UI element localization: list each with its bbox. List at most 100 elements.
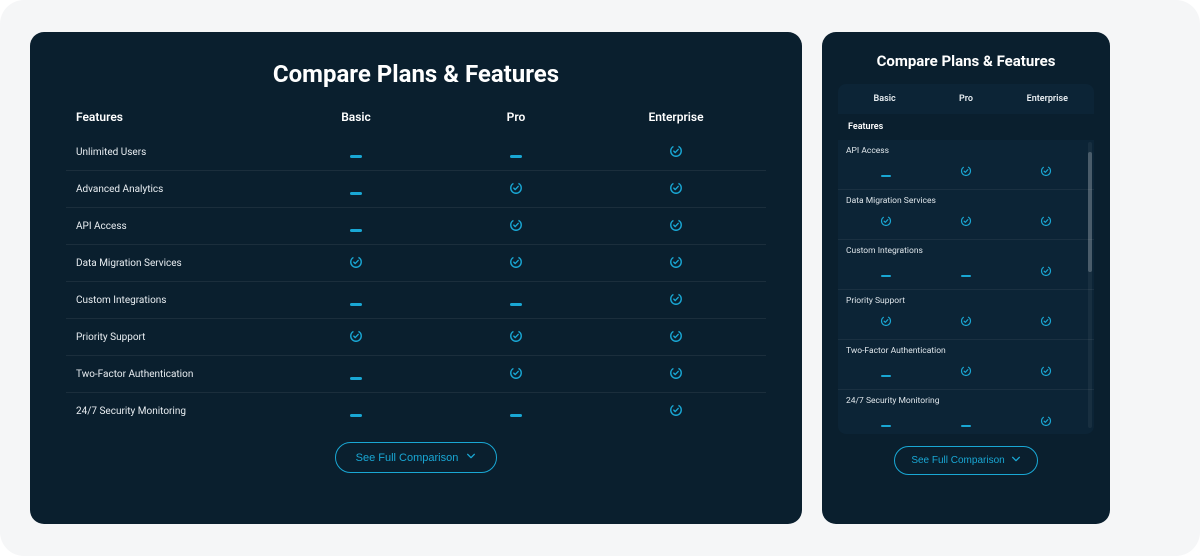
value-cell-enterprise (596, 291, 756, 310)
dash-icon (510, 414, 522, 417)
feature-label: API Access (846, 146, 1086, 156)
check-icon (1040, 315, 1052, 327)
cta-label: See Full Comparison (356, 452, 459, 464)
table-row: API Access (838, 140, 1094, 190)
value-cell-enterprise (1006, 362, 1086, 381)
plan-header-pro: Pro (925, 94, 1006, 104)
see-full-comparison-button[interactable]: See Full Comparison (335, 442, 498, 473)
plan-header-enterprise: Enterprise (596, 110, 756, 124)
value-cell-enterprise (1006, 212, 1086, 231)
value-cell-basic (276, 254, 436, 273)
table-row: Two-Factor Authentication (66, 356, 766, 393)
check-icon (669, 218, 683, 232)
value-cell-pro (436, 291, 596, 310)
check-icon (509, 329, 523, 343)
value-cell-pro (436, 402, 596, 421)
table-row: Unlimited Users (66, 134, 766, 171)
value-cell-pro (436, 254, 596, 273)
value-cell-pro (926, 412, 1006, 430)
feature-label: Unlimited Users (76, 147, 276, 158)
check-icon (669, 255, 683, 269)
table-row: Priority Support (66, 319, 766, 356)
check-icon (669, 366, 683, 380)
chevron-down-icon (466, 451, 476, 464)
feature-label: Custom Integrations (76, 295, 276, 306)
value-cell-basic (846, 312, 926, 331)
dash-icon (350, 192, 362, 195)
value-cell-basic (276, 217, 436, 236)
table-header: Features Basic Pro Enterprise (66, 110, 766, 134)
see-full-comparison-button[interactable]: See Full Comparison (894, 446, 1037, 475)
dash-icon (881, 275, 891, 278)
check-icon (960, 315, 972, 327)
table-row: API Access (66, 208, 766, 245)
check-icon (669, 403, 683, 417)
value-cell-enterprise (596, 402, 756, 421)
check-icon (1040, 165, 1052, 177)
value-cell-basic (276, 328, 436, 347)
table-row: 24/7 Security Monitoring (66, 393, 766, 430)
value-cell-enterprise (596, 328, 756, 347)
value-cell-pro (926, 312, 1006, 331)
dash-icon (350, 303, 362, 306)
check-icon (960, 215, 972, 227)
compare-panel-wide: Compare Plans & Features Features Basic … (30, 32, 802, 524)
feature-label: Priority Support (846, 296, 1086, 306)
feature-label: 24/7 Security Monitoring (846, 396, 1086, 406)
value-cell-basic (846, 362, 926, 381)
check-icon (960, 165, 972, 177)
chevron-down-icon (1011, 454, 1021, 467)
dash-icon (961, 425, 971, 428)
dash-icon (350, 377, 362, 380)
narrow-table: Basic Pro Enterprise Features API Access… (838, 84, 1094, 434)
value-cell-basic (846, 412, 926, 430)
feature-label: Two-Factor Authentication (846, 346, 1086, 356)
value-cell-pro (926, 362, 1006, 381)
dash-icon (350, 229, 362, 232)
check-icon (669, 181, 683, 195)
check-icon (880, 215, 892, 227)
check-icon (669, 144, 683, 158)
value-cell-basic (846, 212, 926, 231)
value-cell-pro (436, 180, 596, 199)
compare-panel-narrow: Compare Plans & Features Basic Pro Enter… (822, 32, 1110, 524)
plan-header-basic: Basic (844, 94, 925, 104)
value-cell-enterprise (596, 365, 756, 384)
feature-label: Data Migration Services (76, 258, 276, 269)
value-cell-enterprise (1006, 312, 1086, 331)
value-cell-enterprise (596, 143, 756, 162)
value-cell-pro (436, 328, 596, 347)
plan-header-pro: Pro (436, 110, 596, 124)
plan-header-basic: Basic (276, 110, 436, 124)
value-cell-basic (846, 262, 926, 281)
dash-icon (350, 155, 362, 158)
plan-header-enterprise: Enterprise (1007, 94, 1088, 104)
value-cell-enterprise (596, 180, 756, 199)
check-icon (1040, 265, 1052, 277)
feature-label: Custom Integrations (846, 246, 1086, 256)
feature-label: Advanced Analytics (76, 184, 276, 195)
dash-icon (881, 425, 891, 428)
narrow-scroll-area[interactable]: API AccessData Migration ServicesCustom … (838, 140, 1094, 430)
scrollbar-thumb[interactable] (1088, 152, 1092, 272)
dash-icon (881, 175, 891, 178)
check-icon (349, 255, 363, 269)
feature-label: 24/7 Security Monitoring (76, 406, 276, 417)
value-cell-enterprise (596, 254, 756, 273)
table-body: Unlimited Users Advanced Analytics API Acc… (66, 134, 766, 430)
value-cell-basic (276, 291, 436, 310)
check-icon (1040, 215, 1052, 227)
feature-label: Two-Factor Authentication (76, 369, 276, 380)
value-cell-pro (926, 212, 1006, 231)
dash-icon (881, 375, 891, 378)
value-cell-enterprise (596, 217, 756, 236)
value-cell-enterprise (1006, 412, 1086, 430)
feature-label: API Access (76, 221, 276, 232)
value-cell-basic (276, 180, 436, 199)
features-column-header: Features (838, 114, 1094, 140)
value-cell-pro (436, 217, 596, 236)
check-icon (509, 366, 523, 380)
scrollbar[interactable] (1088, 142, 1092, 428)
check-icon (509, 181, 523, 195)
feature-label: Priority Support (76, 332, 276, 343)
